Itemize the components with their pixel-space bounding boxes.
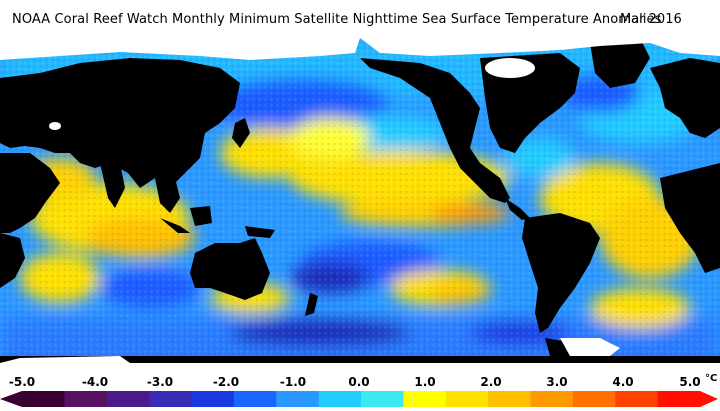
central-america [505, 198, 530, 220]
tick-label: -1.0 [279, 375, 307, 389]
sumatra [160, 218, 190, 233]
africa-south [0, 233, 25, 288]
europe [650, 58, 720, 138]
colorbar-legend: -5.0 -4.0 -3.0 -2.0 -1.0 0.0 1.0 2.0 3.0… [0, 371, 720, 411]
japan [232, 118, 250, 148]
tick-label: 4.0 [612, 375, 634, 389]
south-america [522, 213, 600, 333]
north-america [360, 58, 510, 203]
new-zealand [305, 293, 318, 316]
colorbar [0, 391, 718, 407]
tick-label: 3.0 [546, 375, 568, 389]
colorbar-segments [0, 391, 718, 407]
tick-label: -4.0 [81, 375, 109, 389]
unit-label: °C [705, 373, 718, 384]
india [100, 163, 125, 208]
colorbar-segment [403, 391, 447, 407]
map-date: Mar 2016 [620, 12, 682, 27]
borneo [190, 206, 212, 226]
colorbar-segment [361, 391, 404, 407]
colorbar-segment [149, 391, 193, 407]
colorbar-segment [191, 391, 235, 407]
tick-label: 2.0 [480, 375, 502, 389]
tick-label: 5.0 [679, 375, 701, 389]
tick-label: 0.0 [348, 375, 370, 389]
greenland [590, 38, 650, 88]
colorbar-arrow-right [700, 391, 718, 407]
colorbar-segment [233, 391, 277, 407]
colorbar-segment [488, 391, 532, 407]
map-canvas [0, 38, 720, 371]
colorbar-segment [657, 391, 701, 407]
indochina [155, 178, 180, 213]
arabia-africa [0, 153, 60, 233]
eurasia-left [0, 58, 240, 188]
title-bar: NOAA Coral Reef Watch Monthly Minimum Sa… [0, 0, 720, 38]
tick-label: 1.0 [414, 375, 436, 389]
tick-label: -5.0 [8, 375, 36, 389]
north-america-east [480, 53, 580, 153]
colorbar-segment [318, 391, 362, 407]
colorbar-segment [615, 391, 659, 407]
colorbar-segment [530, 391, 574, 407]
map-title: NOAA Coral Reef Watch Monthly Minimum Sa… [12, 12, 662, 27]
new-guinea [245, 226, 275, 238]
colorbar-segment [445, 391, 489, 407]
australia [190, 238, 270, 300]
colorbar-arrow-left [0, 391, 22, 407]
colorbar-segment [276, 391, 320, 407]
colorbar-segment [572, 391, 616, 407]
tick-label: -2.0 [212, 375, 240, 389]
land [0, 38, 720, 371]
tick-label: -3.0 [146, 375, 174, 389]
africa-west [660, 163, 720, 273]
sea-ice [0, 38, 720, 371]
colorbar-segment [22, 391, 65, 407]
colorbar-segment [64, 391, 108, 407]
colorbar-segment [106, 391, 150, 407]
sst-anomaly-map [0, 38, 720, 371]
